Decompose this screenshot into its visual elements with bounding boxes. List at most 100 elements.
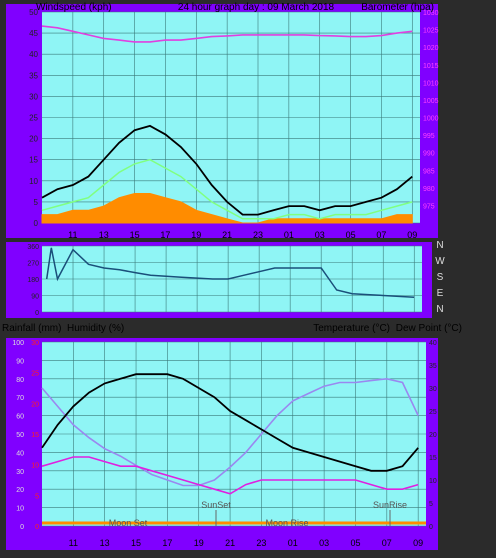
top-x-tick-label: 09 [407, 230, 417, 240]
top-x-tick-label: 23 [253, 230, 263, 240]
compass-label: N [436, 304, 443, 315]
top-x-tick-label: 17 [160, 230, 170, 240]
top-x-tick-label: 03 [315, 230, 325, 240]
direction-tick-label: 360 [27, 244, 39, 251]
humidity-axis-label: Humidity (%) [67, 323, 124, 334]
rainfall-tick-label: 5 [35, 493, 39, 500]
bottom-x-tick-label: 07 [382, 538, 392, 548]
top-ticks: 0510152025303540455097598098599099510001… [29, 8, 439, 240]
rainfall-tick-label: 15 [31, 432, 39, 439]
direction-tick-label: 0 [35, 310, 39, 317]
barometer-tick-label: 975 [423, 203, 435, 210]
humidity-tick-label: 40 [16, 450, 24, 457]
top-x-tick-label: 11 [68, 230, 77, 240]
windspeed-tick-label: 40 [29, 50, 38, 59]
chart-title: 24 hour graph day : 09 March 2018 [178, 2, 335, 13]
rainfall-axis-label: Rainfall (mm) [2, 323, 61, 334]
bottom-grid [42, 341, 426, 527]
direction-grid [42, 245, 422, 313]
humidity-tick-label: 10 [16, 506, 24, 513]
top-x-tick-label: 15 [130, 230, 140, 240]
top-x-tick-label: 01 [284, 230, 294, 240]
rainfall-tick-label: 0 [35, 524, 39, 531]
bottom-x-tick-label: 21 [225, 538, 235, 548]
bottom-x-tick-label: 19 [194, 538, 204, 548]
bottom-x-tick-label: 05 [350, 538, 360, 548]
temperature-line [41, 373, 419, 472]
bottom-x-tick-label: 17 [162, 538, 172, 548]
temperature-tick-label: 40 [429, 340, 437, 347]
humidity-tick-label: 100 [12, 340, 24, 347]
top-x-tick-label: 19 [191, 230, 201, 240]
wind-average-line [41, 158, 413, 220]
wind-fill-area [41, 193, 413, 224]
windspeed-tick-label: 5 [34, 198, 39, 207]
bottom-x-tick-label: 13 [100, 538, 110, 548]
compass-label: E [437, 288, 444, 299]
barometer-tick-label: 985 [423, 168, 435, 175]
direction-tick-label: 90 [31, 294, 39, 301]
barometer-tick-label: 980 [423, 186, 435, 193]
temperature-tick-label: 25 [429, 409, 437, 416]
windspeed-tick-label: 15 [29, 156, 38, 165]
humidity-tick-label: 30 [16, 469, 24, 476]
bottom-x-tick-label: 09 [413, 538, 423, 548]
direction-series [45, 247, 415, 299]
top-x-tick-label: 05 [346, 230, 356, 240]
sunset-label: SunSet [201, 500, 231, 510]
barometer-tick-label: 1015 [423, 63, 439, 70]
wind-gust-line [41, 124, 413, 216]
windspeed-tick-label: 10 [29, 177, 38, 186]
bottom-x-tick-label: 01 [288, 538, 298, 548]
bottom-series [41, 373, 419, 495]
windspeed-tick-label: 45 [29, 29, 38, 38]
dew-point-axis-label: Dew Point (°C) [396, 323, 462, 334]
top-x-tick-label: 21 [222, 230, 232, 240]
temperature-tick-label: 0 [429, 524, 433, 531]
direction-tick-label: 270 [27, 261, 39, 268]
humidity-tick-label: 90 [16, 358, 24, 365]
windspeed-tick-label: 0 [34, 219, 39, 228]
rainfall-tick-label: 30 [31, 340, 39, 347]
temperature-tick-label: 20 [429, 432, 437, 439]
compass-label: W [435, 256, 445, 267]
windspeed-tick-label: 30 [29, 92, 38, 101]
bottom-x-tick-label: 11 [69, 538, 78, 548]
humidity-tick-label: 50 [16, 432, 24, 439]
temperature-tick-label: 35 [429, 363, 437, 370]
compass-label: N [436, 240, 443, 251]
top-series [41, 25, 413, 224]
temperature-tick-label: 10 [429, 478, 437, 485]
humidity-tick-label: 80 [16, 377, 24, 384]
barometer-tick-label: 995 [423, 133, 435, 140]
temperature-tick-label: 15 [429, 455, 437, 462]
bottom-ticks: 0102030405060708090100051015202530051015… [12, 340, 437, 548]
rainfall-tick-label: 20 [31, 401, 39, 408]
barometer-tick-label: 990 [423, 151, 435, 158]
barometer-line [41, 25, 413, 43]
barometer-tick-label: 1025 [423, 28, 439, 35]
top-grid [42, 11, 420, 224]
windspeed-axis-label: Windspeed (kph) [36, 2, 112, 13]
temperature-tick-label: 30 [429, 386, 437, 393]
bottom-x-tick-label: 15 [131, 538, 141, 548]
temperature-axis-label: Temperature (°C) [313, 323, 390, 334]
windspeed-tick-label: 20 [29, 135, 38, 144]
moon-rise-label: Moon Rise [265, 518, 308, 528]
wind-direction-line [45, 247, 415, 299]
bottom-x-tick-label: 03 [319, 538, 329, 548]
barometer-tick-label: 1000 [423, 116, 439, 123]
temperature-tick-label: 5 [429, 501, 433, 508]
sunrise-label: SunRise [373, 500, 407, 510]
dew-point-line [41, 456, 419, 495]
barometer-tick-label: 1010 [423, 80, 439, 87]
direction-tick-label: 180 [27, 277, 39, 284]
barometer-axis-label: Barometer (hpa) [361, 2, 434, 13]
rainfall-tick-label: 25 [31, 371, 39, 378]
windspeed-tick-label: 25 [29, 114, 38, 123]
humidity-tick-label: 0 [20, 524, 24, 531]
top-x-tick-label: 13 [99, 230, 109, 240]
humidity-tick-label: 70 [16, 395, 24, 402]
